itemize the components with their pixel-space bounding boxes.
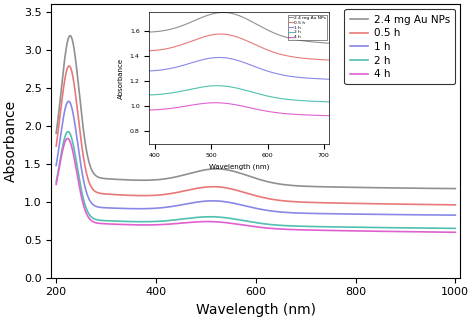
0.5 h [281,199,286,203]
1 h [66,100,72,103]
4 h [453,230,458,234]
0.5 h [84,175,90,178]
2 h [238,218,244,222]
2 h [101,219,107,222]
0.5 h [101,192,107,196]
1 h [238,203,244,207]
0.5 h [238,190,244,194]
2.4 mg Au NPs [453,187,458,191]
4 h [101,222,107,226]
2.4 mg Au NPs [84,153,90,157]
1 h [54,163,59,167]
4 h [84,213,90,217]
Line: 2 h: 2 h [56,132,456,228]
Line: 0.5 h: 0.5 h [56,66,456,205]
1 h [223,200,228,204]
4 h [281,227,286,231]
0.5 h [66,64,72,68]
Legend: 2.4 mg Au NPs, 0.5 h, 1 h, 2 h, 4 h: 2.4 mg Au NPs, 0.5 h, 1 h, 2 h, 4 h [345,9,455,84]
1 h [84,193,90,197]
Line: 2.4 mg Au NPs: 2.4 mg Au NPs [56,36,456,189]
0.5 h [223,186,228,190]
4 h [54,183,59,187]
X-axis label: Wavelength (nm): Wavelength (nm) [196,303,316,317]
Line: 1 h: 1 h [56,101,456,215]
2.4 mg Au NPs [238,172,244,176]
2 h [453,226,458,230]
Y-axis label: Absorbance: Absorbance [4,100,18,182]
2 h [231,217,237,221]
1 h [281,210,286,214]
1 h [231,201,237,205]
2.4 mg Au NPs [67,34,73,38]
2 h [65,130,71,134]
1 h [453,213,458,217]
2 h [54,180,59,184]
2.4 mg Au NPs [223,168,228,171]
2.4 mg Au NPs [281,183,286,187]
2 h [281,224,286,228]
1 h [101,206,107,210]
0.5 h [231,188,237,192]
0.5 h [453,203,458,207]
4 h [65,136,71,140]
2.4 mg Au NPs [54,131,59,135]
4 h [238,223,244,227]
2.4 mg Au NPs [101,177,107,180]
Line: 4 h: 4 h [56,138,456,232]
2 h [84,209,90,213]
4 h [223,221,228,225]
0.5 h [54,144,59,148]
4 h [231,222,237,226]
2.4 mg Au NPs [231,169,237,173]
2 h [223,216,228,220]
